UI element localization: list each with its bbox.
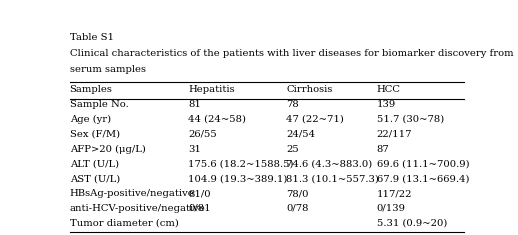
Text: 74.6 (4.3~883.0): 74.6 (4.3~883.0) [286, 159, 372, 168]
Text: 25: 25 [286, 145, 299, 153]
Text: 139: 139 [377, 100, 396, 109]
Text: 5.31 (0.9~20): 5.31 (0.9~20) [377, 219, 447, 228]
Text: 81.3 (10.1~557.3): 81.3 (10.1~557.3) [286, 174, 379, 183]
Text: 81/0: 81/0 [188, 189, 211, 198]
Text: Clinical characteristics of the patients with liver diseases for biomarker disco: Clinical characteristics of the patients… [69, 49, 513, 58]
Text: anti-HCV-positive/negative: anti-HCV-positive/negative [69, 204, 206, 213]
Text: serum samples: serum samples [69, 65, 146, 74]
Text: AFP>20 (μg/L): AFP>20 (μg/L) [69, 145, 146, 154]
Text: 67.9 (13.1~669.4): 67.9 (13.1~669.4) [377, 174, 469, 183]
Text: AST (U/L): AST (U/L) [69, 174, 120, 183]
Text: Sex (F/M): Sex (F/M) [69, 130, 120, 139]
Text: 51.7 (30~78): 51.7 (30~78) [377, 115, 444, 124]
Text: HCC: HCC [377, 85, 401, 94]
Text: 44 (24~58): 44 (24~58) [188, 115, 246, 124]
Text: Age (yr): Age (yr) [69, 115, 111, 124]
Text: 0/78: 0/78 [286, 204, 309, 213]
Text: Table S1: Table S1 [69, 33, 113, 42]
Text: 24/54: 24/54 [286, 130, 315, 139]
Text: 0/81: 0/81 [188, 204, 211, 213]
Text: 87: 87 [377, 145, 390, 153]
Text: 31: 31 [188, 145, 201, 153]
Text: ALT (U/L): ALT (U/L) [69, 159, 119, 168]
Text: Cirrhosis: Cirrhosis [286, 85, 333, 94]
Text: 69.6 (11.1~700.9): 69.6 (11.1~700.9) [377, 159, 469, 168]
Text: 81: 81 [188, 100, 201, 109]
Text: 117/22: 117/22 [377, 189, 412, 198]
Text: 78: 78 [286, 100, 299, 109]
Text: 78/0: 78/0 [286, 189, 309, 198]
Text: 104.9 (19.3~389.1): 104.9 (19.3~389.1) [188, 174, 287, 183]
Text: Samples: Samples [69, 85, 112, 94]
Text: 26/55: 26/55 [188, 130, 217, 139]
Text: 0/139: 0/139 [377, 204, 406, 213]
Text: 22/117: 22/117 [377, 130, 412, 139]
Text: Hepatitis: Hepatitis [188, 85, 235, 94]
Text: HBsAg-positive/negative: HBsAg-positive/negative [69, 189, 194, 198]
Text: Sample No.: Sample No. [69, 100, 128, 109]
Text: 47 (22~71): 47 (22~71) [286, 115, 344, 124]
Text: 175.6 (18.2~1588.5): 175.6 (18.2~1588.5) [188, 159, 294, 168]
Text: Tumor diameter (cm): Tumor diameter (cm) [69, 219, 178, 228]
